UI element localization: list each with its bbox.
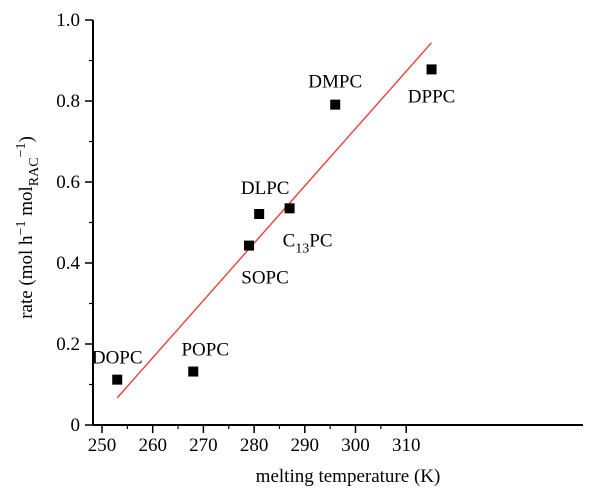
data-point (284, 203, 295, 214)
y-tick-label: 0.8 (56, 91, 80, 112)
x-tick-label: 270 (189, 435, 218, 456)
x-tick-label: 290 (291, 435, 320, 456)
y-tick-label: 1.0 (56, 10, 80, 31)
data-point (188, 366, 199, 377)
data-point (244, 240, 255, 251)
data-point (426, 64, 437, 75)
data-points (112, 64, 437, 385)
x-axis-title: melting temperature (K) (256, 466, 441, 487)
data-point (112, 374, 123, 385)
point-label: DPPC (408, 86, 456, 107)
point-label: SOPC (241, 268, 289, 289)
point-labels: DOPC POPC SOPC DLPC C13PC DMPC DPPC (92, 72, 455, 369)
data-point (330, 99, 341, 110)
fit-line (116, 42, 433, 399)
y-tick-label: 0.2 (56, 334, 80, 355)
point-label: DLPC (241, 178, 290, 199)
x-tick-label: 250 (88, 435, 117, 456)
point-label: POPC (181, 340, 229, 361)
y-axis-title: rate (mol h−1 molRAC−1) (14, 136, 42, 319)
x-tick-label: 260 (138, 435, 167, 456)
y-tick-label: 0.6 (56, 172, 80, 193)
fit-line-group (116, 42, 433, 399)
x-ticks: 250 260 270 280 290 300 310 (88, 425, 421, 456)
point-label: DOPC (92, 348, 143, 369)
y-tick-label: 0 (71, 415, 81, 436)
x-tick-label: 310 (392, 435, 421, 456)
point-label: C13PC (283, 230, 333, 256)
x-tick-label: 280 (240, 435, 269, 456)
y-tick-label: 0.4 (56, 253, 80, 274)
point-label: DMPC (308, 72, 362, 93)
y-ticks: 0 0.2 0.4 0.6 0.8 1.0 (56, 10, 93, 436)
data-point (254, 208, 265, 219)
x-tick-label: 300 (341, 435, 370, 456)
